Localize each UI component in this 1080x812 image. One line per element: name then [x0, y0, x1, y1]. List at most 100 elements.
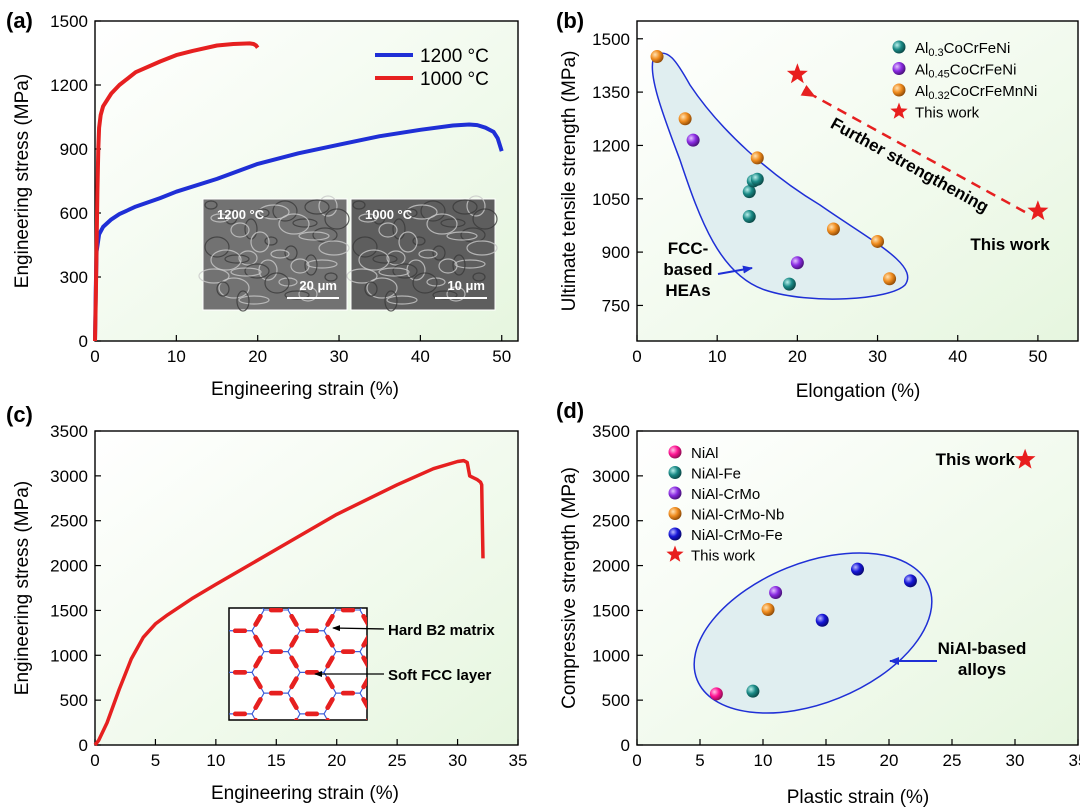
fcc-layer-segment	[253, 697, 263, 710]
series-line-1000c	[93, 41, 260, 342]
sem-texture	[406, 204, 438, 220]
star-marker	[786, 63, 808, 84]
y-tick-label: 3000	[592, 467, 630, 486]
sem-texture	[452, 199, 478, 215]
fcc-layer-segment	[325, 676, 335, 690]
panel-d: 0 5 10 15 20 25 30 35 0 500 1000 1500 2000 2500 3000 35…	[556, 398, 1080, 808]
legend-label: This work	[691, 548, 756, 565]
fcc-layer-segment	[292, 803, 297, 811]
sem-texture	[318, 240, 350, 256]
fcc-layer-segment	[361, 697, 367, 710]
fcc-layer-segment	[184, 803, 189, 811]
fcc-layer-segment	[184, 783, 189, 791]
fcc-layer-segment	[253, 634, 263, 648]
sem-texture	[352, 236, 378, 258]
sem-texture	[358, 213, 378, 223]
legend-sphere	[668, 486, 682, 500]
x-tick-label: 35	[1069, 751, 1080, 770]
fcc-layer-segment	[364, 762, 369, 770]
x-tick-label: 30	[1006, 751, 1025, 770]
fcc-layer-segment	[256, 762, 261, 770]
sem-texture	[238, 250, 258, 266]
y-tick-label: 2000	[592, 557, 630, 576]
fcc-layer-segment	[328, 803, 333, 811]
series-line-1200c	[93, 122, 504, 342]
scale-bar-label: 10 μm	[447, 278, 485, 293]
sem-texture	[272, 200, 298, 222]
x-tick-label: 10	[754, 751, 773, 770]
sem-texture	[418, 249, 438, 259]
y-tick-label: 1500	[592, 601, 630, 620]
x-tick-label: 20	[880, 751, 899, 770]
y-tick-label: 1500	[592, 30, 630, 49]
y-tick-label: 3500	[50, 422, 88, 441]
x-tick-label: 25	[388, 751, 407, 770]
sem-texture	[298, 231, 330, 241]
y-tick-label: 0	[621, 736, 630, 755]
inset-temp-label: 1200 °C	[217, 207, 265, 222]
b2-matrix-edge	[360, 755, 372, 776]
y-tick-label: 1500	[50, 601, 88, 620]
y-tick-label: 500	[602, 691, 630, 710]
x-tick-label: 0	[90, 751, 99, 770]
x-tick-label: 5	[695, 751, 704, 770]
sem-texture	[384, 290, 398, 312]
sem-texture	[440, 218, 466, 228]
scatter-point	[782, 277, 796, 291]
legend-label: Al0.32CoCrFeMnNi	[915, 83, 1037, 102]
sem-texture	[466, 240, 498, 256]
sem-texture	[324, 272, 338, 282]
x-tick-label: 0	[632, 751, 641, 770]
y-tick-label: 3500	[592, 422, 630, 441]
sem-texture	[352, 200, 366, 210]
region-arrow	[717, 265, 753, 275]
fcc-layer-segment	[289, 634, 299, 648]
scatter-point	[769, 585, 783, 599]
sem-texture	[210, 249, 242, 271]
legend-label: 1000 °C	[420, 69, 489, 90]
b2-matrix-edge	[180, 797, 192, 812]
sem-texture	[372, 209, 386, 225]
x-tick-label: 30	[330, 347, 349, 366]
fcc-layer-segment	[253, 676, 263, 690]
scatter-point	[851, 562, 864, 576]
plot-frame	[94, 430, 519, 746]
sem-texture	[404, 208, 418, 218]
fcc-layer-segment	[292, 762, 297, 770]
scatter-point	[750, 172, 764, 186]
x-tick-label: 35	[509, 751, 528, 770]
sem-texture	[386, 250, 406, 266]
x-axis-label: Elongation (%)	[796, 381, 921, 402]
b2-matrix-edge	[252, 755, 264, 776]
sem-texture	[452, 254, 466, 276]
y-axis-label: Ultimate tensile strength (MPa)	[559, 51, 580, 312]
fcc-layer-segment	[256, 803, 261, 811]
sem-texture	[270, 249, 290, 259]
region-label: based	[663, 260, 712, 279]
panel-letter: (b)	[556, 8, 584, 33]
sem-texture	[358, 249, 390, 271]
y-tick-label: 900	[60, 140, 88, 159]
sem-texture	[378, 267, 410, 277]
sem-texture	[298, 286, 318, 302]
fcc-layer-segment	[184, 762, 189, 770]
x-axis-label: Plastic strain (%)	[787, 787, 930, 808]
b2-matrix-edge	[180, 776, 192, 797]
scatter-point	[903, 574, 917, 588]
x-tick-label: 0	[632, 347, 641, 366]
legend-label: NiAl-CrMo	[691, 486, 760, 503]
sem-texture	[324, 208, 350, 230]
fcc-layer-segment	[361, 655, 367, 668]
scatter-point	[761, 603, 775, 617]
y-axis-label: Engineering stress (MPa)	[12, 74, 33, 288]
y-tick-label: 600	[60, 204, 88, 223]
sem-texture	[306, 259, 338, 269]
scatter-point	[815, 613, 829, 627]
region-label: FCC-	[668, 239, 709, 258]
legend-label: This work	[915, 105, 980, 122]
scatter-point	[826, 222, 840, 236]
x-axis-label: Engineering strain (%)	[211, 379, 399, 400]
scatter-point	[742, 210, 756, 224]
b2-matrix-edge	[180, 755, 192, 776]
